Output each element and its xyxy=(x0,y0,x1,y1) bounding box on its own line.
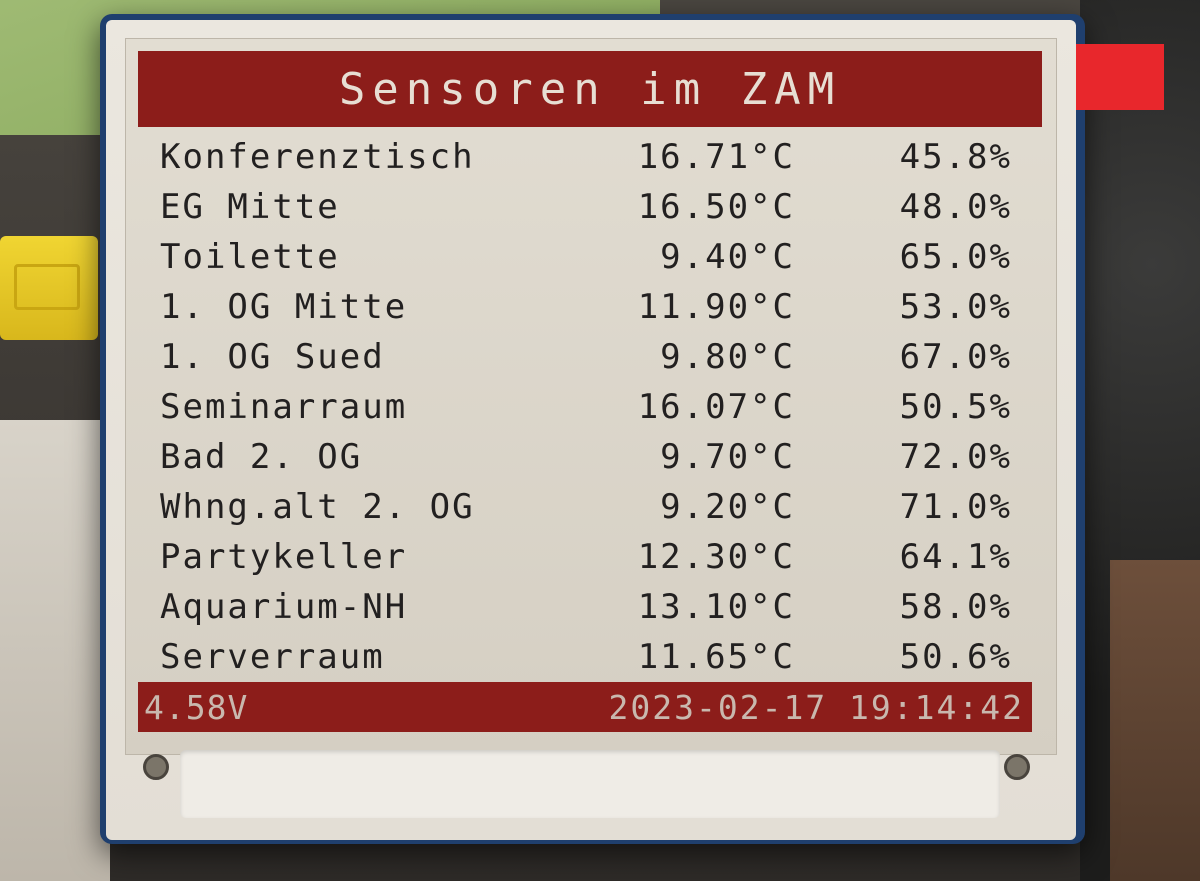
sensor-temperature: 11.65°C xyxy=(637,637,795,677)
sensor-temperature: 9.70°C xyxy=(660,437,795,477)
screw-icon xyxy=(143,754,169,780)
sensor-humidity: 50.6% xyxy=(899,637,1012,677)
wooden-surface xyxy=(1110,560,1200,881)
sensor-name: Partykeller xyxy=(160,537,408,577)
sensor-temperature: 9.40°C xyxy=(660,237,795,277)
sensor-temperature: 13.10°C xyxy=(637,587,795,627)
sensor-name: 1. OG Mitte xyxy=(160,287,408,327)
screw-icon xyxy=(1004,754,1030,780)
sensor-temperature: 12.30°C xyxy=(637,537,795,577)
status-bar: 4.58V 2023-02-17 19:14:42 xyxy=(138,682,1032,732)
sensor-row: 1. OG Sued 9.80°C 67.0% xyxy=(0,337,1200,387)
sensor-name: Seminarraum xyxy=(160,387,408,427)
sensor-humidity: 48.0% xyxy=(899,187,1012,227)
sensor-row: Toilette 9.40°C 65.0% xyxy=(0,237,1200,287)
sensor-temperature: 9.80°C xyxy=(660,337,795,377)
battery-voltage: 4.58V xyxy=(144,688,249,727)
sensor-row: 1. OG Mitte 11.90°C 53.0% xyxy=(0,287,1200,337)
sensor-temperature: 11.90°C xyxy=(637,287,795,327)
sensor-row: Partykeller 12.30°C 64.1% xyxy=(0,537,1200,587)
protective-film-tab xyxy=(1076,44,1164,110)
sensor-humidity: 64.1% xyxy=(899,537,1012,577)
sensor-temperature: 16.71°C xyxy=(637,137,795,177)
sensor-humidity: 50.5% xyxy=(899,387,1012,427)
sensor-name: Konferenztisch xyxy=(160,137,475,177)
sensor-name: Whng.alt 2. OG xyxy=(160,487,475,527)
sensor-name: Aquarium-NH xyxy=(160,587,408,627)
sensor-row: Seminarraum 16.07°C 50.5% xyxy=(0,387,1200,437)
e-paper-screen xyxy=(125,38,1057,755)
usb-plug xyxy=(0,236,98,340)
sensor-row: Serverraum 11.65°C 50.6% xyxy=(0,637,1200,687)
sensor-humidity: 65.0% xyxy=(899,237,1012,277)
connector-tray xyxy=(180,750,1000,818)
sensor-row: Aquarium-NH 13.10°C 58.0% xyxy=(0,587,1200,637)
sensor-humidity: 72.0% xyxy=(899,437,1012,477)
sensor-row: Konferenztisch 16.71°C 45.8% xyxy=(0,137,1200,187)
timestamp: 2023-02-17 19:14:42 xyxy=(608,688,1024,727)
sensor-temperature: 16.07°C xyxy=(637,387,795,427)
page-title: Sensoren im ZAM xyxy=(338,63,842,115)
sensor-temperature: 9.20°C xyxy=(660,487,795,527)
sensor-row: EG Mitte 16.50°C 48.0% xyxy=(0,187,1200,237)
sensor-humidity: 53.0% xyxy=(899,287,1012,327)
sensor-row: Bad 2. OG 9.70°C 72.0% xyxy=(0,437,1200,487)
sensor-row: Whng.alt 2. OG 9.20°C 71.0% xyxy=(0,487,1200,537)
sensor-humidity: 45.8% xyxy=(899,137,1012,177)
sensor-name: 1. OG Sued xyxy=(160,337,385,377)
sensor-temperature: 16.50°C xyxy=(637,187,795,227)
sensor-humidity: 71.0% xyxy=(899,487,1012,527)
desk-surface xyxy=(0,420,110,881)
sensor-name: EG Mitte xyxy=(160,187,340,227)
sensor-humidity: 58.0% xyxy=(899,587,1012,627)
sensor-name: Serverraum xyxy=(160,637,385,677)
sensor-name: Bad 2. OG xyxy=(160,437,363,477)
sensor-name: Toilette xyxy=(160,237,340,277)
header-bar: Sensoren im ZAM xyxy=(138,51,1042,127)
sensor-humidity: 67.0% xyxy=(899,337,1012,377)
